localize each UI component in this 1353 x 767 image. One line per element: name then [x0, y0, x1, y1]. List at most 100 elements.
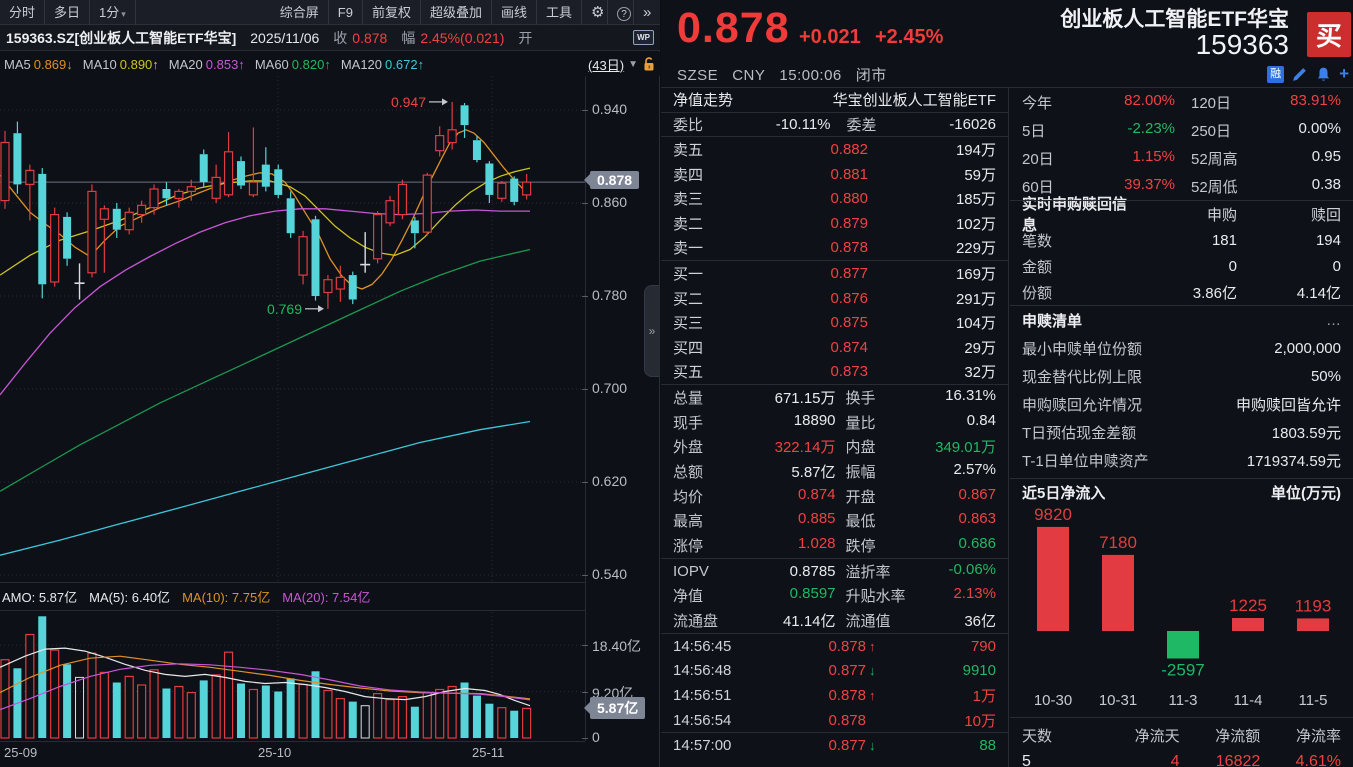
stat-label: 总量 — [673, 389, 704, 407]
stat-row: 流通盘 41.14亿 流通值 36亿 — [661, 608, 1008, 633]
perf-value: -2.23% — [1127, 119, 1175, 137]
bid-row: 买三 0.875 104万 — [661, 310, 1008, 335]
stat-value: 0.885 — [797, 510, 836, 528]
add-watchlist-icon[interactable]: + — [1339, 64, 1349, 83]
volume-bar — [87, 652, 97, 739]
tick-row: 14:57:00 0.877 ↓ 88 — [661, 733, 1008, 758]
date-axis: 25-09 25-10 25-11 — [0, 742, 585, 764]
svg-text:0.947: 0.947 — [391, 94, 426, 110]
toolbar-item-1分[interactable]: 1分 ▾ — [90, 0, 136, 25]
level-label: 买一 — [673, 265, 704, 283]
level-amount: 59万 — [964, 166, 996, 184]
toolbar-item-综合屏[interactable]: 综合屏 — [271, 0, 329, 25]
volume-bar — [497, 707, 507, 739]
level-label: 卖一 — [673, 240, 704, 258]
tick-time: 14:56:54 — [673, 711, 732, 729]
volume-legend: AMO: 5.87亿 MA(5): 6.40亿 MA(10): 7.75亿 MA(20… — [2, 584, 585, 608]
level-price: 0.879 — [830, 214, 868, 232]
margin-trading-icon[interactable]: 融 — [1267, 65, 1285, 83]
stat-label: 溢折率 — [845, 563, 891, 581]
stat-label: 最高 — [673, 513, 704, 531]
toolbar-item-画线[interactable]: 画线 — [492, 0, 537, 25]
buy-button[interactable]: 买 — [1307, 12, 1351, 57]
candle-down — [510, 176, 519, 206]
volume-bar — [223, 651, 234, 739]
level-amount: 29万 — [964, 339, 996, 357]
summary-header: 净流率 — [1295, 727, 1341, 745]
stat-value: -0.06% — [948, 560, 996, 578]
stat-label: 现手 — [673, 414, 704, 432]
pair-left: 净值 0.8597 — [673, 585, 836, 606]
candlestick-chart: 0.947 0.769 — [0, 76, 585, 582]
toolbar-item-多日[interactable]: 多日 — [45, 0, 91, 25]
stat-value: 5.87亿 — [791, 464, 836, 482]
toolbar-item-F9[interactable]: F9 — [329, 0, 363, 25]
period-selector[interactable]: (43日) — [587, 57, 625, 73]
perf-left: 20日 1.15% — [1022, 148, 1175, 169]
edit-pencil-icon[interactable] — [1291, 66, 1308, 83]
section-line — [1010, 200, 1353, 201]
more-menu-icon[interactable]: » — [643, 3, 652, 21]
quote-time: 15:00:06 — [779, 67, 842, 84]
ma-label: MA20 — [168, 56, 203, 72]
volume-bar — [25, 633, 35, 739]
price-axis-label: 0.540 — [581, 566, 628, 582]
toolbar-item-分时[interactable]: 分时 — [0, 0, 46, 25]
volume-bar — [335, 697, 345, 739]
fundflow-column: 今年 82.00% 120日 83.91% 5日 -2.23% 250日 0.00% 20日 1.… — [1010, 88, 1353, 767]
pair-right: 跌停 0.686 — [846, 535, 996, 556]
volume-bar — [149, 669, 159, 739]
redemption-label: 最小申赎单位份额 — [1022, 340, 1143, 358]
weicha-label: 委差 — [846, 116, 877, 134]
candle-down — [460, 103, 469, 138]
volume-bar — [162, 688, 171, 738]
stat-row: 总量 671.15万 换手 16.31% — [661, 385, 1008, 410]
perf-value: 0.38 — [1311, 175, 1341, 193]
pair-left: 均价 0.874 — [673, 486, 836, 507]
candle-up — [149, 184, 159, 215]
stat-label: 净值 — [673, 588, 704, 606]
lock-icon[interactable] — [642, 56, 656, 72]
volume-bar — [397, 695, 408, 739]
candle-down — [311, 215, 320, 301]
panel-collapse-handle[interactable]: » — [644, 285, 659, 377]
level-amount: 169万 — [955, 265, 996, 283]
stat-value: 36亿 — [964, 613, 996, 631]
netflow-bar — [1037, 526, 1069, 631]
netvalue-row[interactable]: 净值走势 华宝创业板人工智能ETF — [661, 88, 1008, 113]
level-label: 卖四 — [673, 166, 704, 184]
netflow-date-label: 10-31 — [1099, 692, 1137, 709]
stat-value: 349.01万 — [935, 439, 996, 457]
section-line — [1010, 717, 1353, 718]
perf-right: 52周高 0.95 — [1183, 148, 1341, 169]
level-label: 卖二 — [673, 215, 704, 233]
price-annotation: 0.769 — [267, 301, 324, 317]
alert-bell-icon[interactable] — [1315, 66, 1332, 83]
toolbar-item-超级叠加[interactable]: 超级叠加 — [421, 0, 492, 25]
bid-row: 买五 0.873 32万 — [661, 360, 1008, 385]
candle-up — [50, 207, 60, 287]
redemption-row: T日预估现金差额 1803.59元 — [1010, 418, 1353, 446]
help-icon[interactable]: ? — [608, 0, 634, 25]
chart-toolbar: 分时 多日 1分 ▾ 综合屏 F9 前复权 超级叠加 画线 工具 ⚙? » — [0, 0, 660, 25]
netflow-unit: 单位(万元) — [1271, 484, 1341, 502]
bid-row: 买一 0.877 169万 — [661, 261, 1008, 286]
settings-gear-icon[interactable]: ⚙ — [582, 0, 608, 25]
perf-label: 120日 — [1191, 94, 1232, 112]
summary-value: 5 — [1022, 752, 1031, 767]
toolbar-item-前复权[interactable]: 前复权 — [363, 0, 421, 25]
section-line — [1010, 305, 1353, 306]
subscription-header: 实时申购赎回信息 申购 赎回 — [1010, 196, 1353, 234]
perf-left: 今年 82.00% — [1022, 92, 1175, 113]
netflow-bar-chart: 9820 10-30 7180 10-31 -2597 11-3 1225 11-4 1193 1… — [1034, 505, 1331, 709]
toolbar-item-工具[interactable]: 工具 — [537, 0, 582, 25]
candle-down — [472, 135, 481, 163]
more-ellipsis-icon[interactable]: … — [1326, 311, 1341, 329]
perf-value: 0.95 — [1311, 147, 1341, 165]
ma-line-MA10 — [0, 167, 531, 276]
volume-bar — [385, 698, 395, 739]
wp-tool-icon[interactable]: WP — [633, 30, 654, 45]
sub-label: 金额 — [1022, 258, 1053, 276]
caret-down-icon[interactable]: ▼ — [628, 58, 638, 70]
